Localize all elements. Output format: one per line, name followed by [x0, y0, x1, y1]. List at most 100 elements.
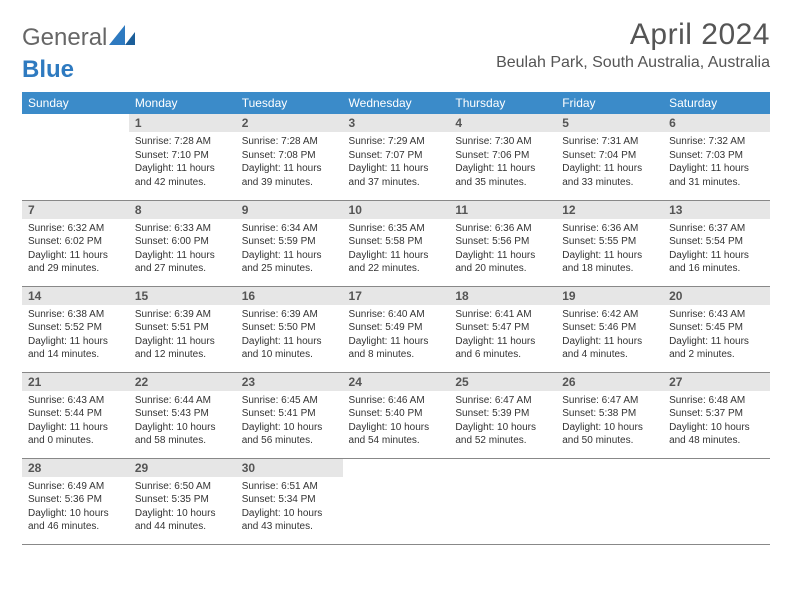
calendar-cell: 14Sunrise: 6:38 AMSunset: 5:52 PMDayligh… [22, 286, 129, 372]
weekday-header-cell: Monday [129, 92, 236, 114]
day-number: 9 [236, 201, 343, 219]
calendar-cell [556, 458, 663, 544]
weekday-header-cell: Saturday [663, 92, 770, 114]
month-title: April 2024 [496, 18, 770, 52]
calendar-cell: 7Sunrise: 6:32 AMSunset: 6:02 PMDaylight… [22, 200, 129, 286]
logo-text-2: Blue [22, 56, 74, 84]
day-details: Sunrise: 7:28 AMSunset: 7:10 PMDaylight:… [129, 132, 236, 193]
calendar-row: 21Sunrise: 6:43 AMSunset: 5:44 PMDayligh… [22, 372, 770, 458]
day-details: Sunrise: 6:35 AMSunset: 5:58 PMDaylight:… [343, 219, 450, 280]
day-number: 1 [129, 114, 236, 132]
day-number: 5 [556, 114, 663, 132]
day-details: Sunrise: 6:39 AMSunset: 5:50 PMDaylight:… [236, 305, 343, 366]
day-number: 23 [236, 373, 343, 391]
day-details: Sunrise: 6:36 AMSunset: 5:56 PMDaylight:… [449, 219, 556, 280]
day-details: Sunrise: 7:29 AMSunset: 7:07 PMDaylight:… [343, 132, 450, 193]
calendar-cell: 29Sunrise: 6:50 AMSunset: 5:35 PMDayligh… [129, 458, 236, 544]
calendar-cell: 11Sunrise: 6:36 AMSunset: 5:56 PMDayligh… [449, 200, 556, 286]
weekday-header-cell: Friday [556, 92, 663, 114]
day-number: 2 [236, 114, 343, 132]
weekday-header-cell: Sunday [22, 92, 129, 114]
day-details: Sunrise: 6:33 AMSunset: 6:00 PMDaylight:… [129, 219, 236, 280]
day-number: 15 [129, 287, 236, 305]
calendar-cell: 24Sunrise: 6:46 AMSunset: 5:40 PMDayligh… [343, 372, 450, 458]
title-block: April 2024 Beulah Park, South Australia,… [496, 18, 770, 72]
calendar-cell [343, 458, 450, 544]
day-details: Sunrise: 6:42 AMSunset: 5:46 PMDaylight:… [556, 305, 663, 366]
day-number: 8 [129, 201, 236, 219]
calendar-cell: 2Sunrise: 7:28 AMSunset: 7:08 PMDaylight… [236, 114, 343, 200]
calendar-cell: 8Sunrise: 6:33 AMSunset: 6:00 PMDaylight… [129, 200, 236, 286]
calendar-cell: 17Sunrise: 6:40 AMSunset: 5:49 PMDayligh… [343, 286, 450, 372]
day-number: 14 [22, 287, 129, 305]
day-number: 24 [343, 373, 450, 391]
day-number: 7 [22, 201, 129, 219]
logo-triangle-icon [109, 24, 135, 52]
calendar-cell: 19Sunrise: 6:42 AMSunset: 5:46 PMDayligh… [556, 286, 663, 372]
calendar-row: 1Sunrise: 7:28 AMSunset: 7:10 PMDaylight… [22, 114, 770, 200]
day-details: Sunrise: 6:36 AMSunset: 5:55 PMDaylight:… [556, 219, 663, 280]
day-number: 28 [22, 459, 129, 477]
calendar-cell: 23Sunrise: 6:45 AMSunset: 5:41 PMDayligh… [236, 372, 343, 458]
calendar-row: 14Sunrise: 6:38 AMSunset: 5:52 PMDayligh… [22, 286, 770, 372]
logo-text-1: General [22, 24, 107, 52]
day-details: Sunrise: 7:31 AMSunset: 7:04 PMDaylight:… [556, 132, 663, 193]
location-text: Beulah Park, South Australia, Australia [496, 54, 770, 72]
calendar-cell: 26Sunrise: 6:47 AMSunset: 5:38 PMDayligh… [556, 372, 663, 458]
day-number: 20 [663, 287, 770, 305]
weekday-header-cell: Thursday [449, 92, 556, 114]
day-number: 10 [343, 201, 450, 219]
day-details: Sunrise: 6:47 AMSunset: 5:38 PMDaylight:… [556, 391, 663, 452]
day-details: Sunrise: 6:45 AMSunset: 5:41 PMDaylight:… [236, 391, 343, 452]
calendar-cell: 18Sunrise: 6:41 AMSunset: 5:47 PMDayligh… [449, 286, 556, 372]
weekday-header: SundayMondayTuesdayWednesdayThursdayFrid… [22, 92, 770, 114]
calendar-body: 1Sunrise: 7:28 AMSunset: 7:10 PMDaylight… [22, 114, 770, 544]
day-details: Sunrise: 7:28 AMSunset: 7:08 PMDaylight:… [236, 132, 343, 193]
day-details: Sunrise: 6:38 AMSunset: 5:52 PMDaylight:… [22, 305, 129, 366]
weekday-header-cell: Tuesday [236, 92, 343, 114]
calendar-cell: 3Sunrise: 7:29 AMSunset: 7:07 PMDaylight… [343, 114, 450, 200]
day-details: Sunrise: 6:41 AMSunset: 5:47 PMDaylight:… [449, 305, 556, 366]
day-number: 6 [663, 114, 770, 132]
calendar-cell: 20Sunrise: 6:43 AMSunset: 5:45 PMDayligh… [663, 286, 770, 372]
calendar-page: General April 2024 Beulah Park, South Au… [0, 0, 792, 555]
day-number: 11 [449, 201, 556, 219]
calendar-table: SundayMondayTuesdayWednesdayThursdayFrid… [22, 92, 770, 545]
calendar-cell: 12Sunrise: 6:36 AMSunset: 5:55 PMDayligh… [556, 200, 663, 286]
day-number: 22 [129, 373, 236, 391]
day-number: 4 [449, 114, 556, 132]
day-details: Sunrise: 6:34 AMSunset: 5:59 PMDaylight:… [236, 219, 343, 280]
weekday-header-cell: Wednesday [343, 92, 450, 114]
day-details: Sunrise: 6:46 AMSunset: 5:40 PMDaylight:… [343, 391, 450, 452]
day-details: Sunrise: 6:32 AMSunset: 6:02 PMDaylight:… [22, 219, 129, 280]
day-number: 16 [236, 287, 343, 305]
day-number: 27 [663, 373, 770, 391]
day-number: 29 [129, 459, 236, 477]
day-number: 26 [556, 373, 663, 391]
calendar-cell: 21Sunrise: 6:43 AMSunset: 5:44 PMDayligh… [22, 372, 129, 458]
day-details: Sunrise: 6:49 AMSunset: 5:36 PMDaylight:… [22, 477, 129, 538]
day-details: Sunrise: 6:44 AMSunset: 5:43 PMDaylight:… [129, 391, 236, 452]
day-details: Sunrise: 6:37 AMSunset: 5:54 PMDaylight:… [663, 219, 770, 280]
logo: General [22, 18, 135, 52]
calendar-cell: 9Sunrise: 6:34 AMSunset: 5:59 PMDaylight… [236, 200, 343, 286]
day-details: Sunrise: 7:32 AMSunset: 7:03 PMDaylight:… [663, 132, 770, 193]
day-details: Sunrise: 6:40 AMSunset: 5:49 PMDaylight:… [343, 305, 450, 366]
calendar-cell: 25Sunrise: 6:47 AMSunset: 5:39 PMDayligh… [449, 372, 556, 458]
calendar-cell: 28Sunrise: 6:49 AMSunset: 5:36 PMDayligh… [22, 458, 129, 544]
day-number: 13 [663, 201, 770, 219]
calendar-cell: 13Sunrise: 6:37 AMSunset: 5:54 PMDayligh… [663, 200, 770, 286]
day-details: Sunrise: 6:50 AMSunset: 5:35 PMDaylight:… [129, 477, 236, 538]
calendar-cell: 30Sunrise: 6:51 AMSunset: 5:34 PMDayligh… [236, 458, 343, 544]
calendar-cell: 22Sunrise: 6:44 AMSunset: 5:43 PMDayligh… [129, 372, 236, 458]
day-number: 3 [343, 114, 450, 132]
day-number: 17 [343, 287, 450, 305]
calendar-row: 7Sunrise: 6:32 AMSunset: 6:02 PMDaylight… [22, 200, 770, 286]
day-details: Sunrise: 6:48 AMSunset: 5:37 PMDaylight:… [663, 391, 770, 452]
day-details: Sunrise: 6:39 AMSunset: 5:51 PMDaylight:… [129, 305, 236, 366]
day-details: Sunrise: 7:30 AMSunset: 7:06 PMDaylight:… [449, 132, 556, 193]
day-number: 21 [22, 373, 129, 391]
calendar-cell: 27Sunrise: 6:48 AMSunset: 5:37 PMDayligh… [663, 372, 770, 458]
calendar-cell [449, 458, 556, 544]
day-details: Sunrise: 6:51 AMSunset: 5:34 PMDaylight:… [236, 477, 343, 538]
